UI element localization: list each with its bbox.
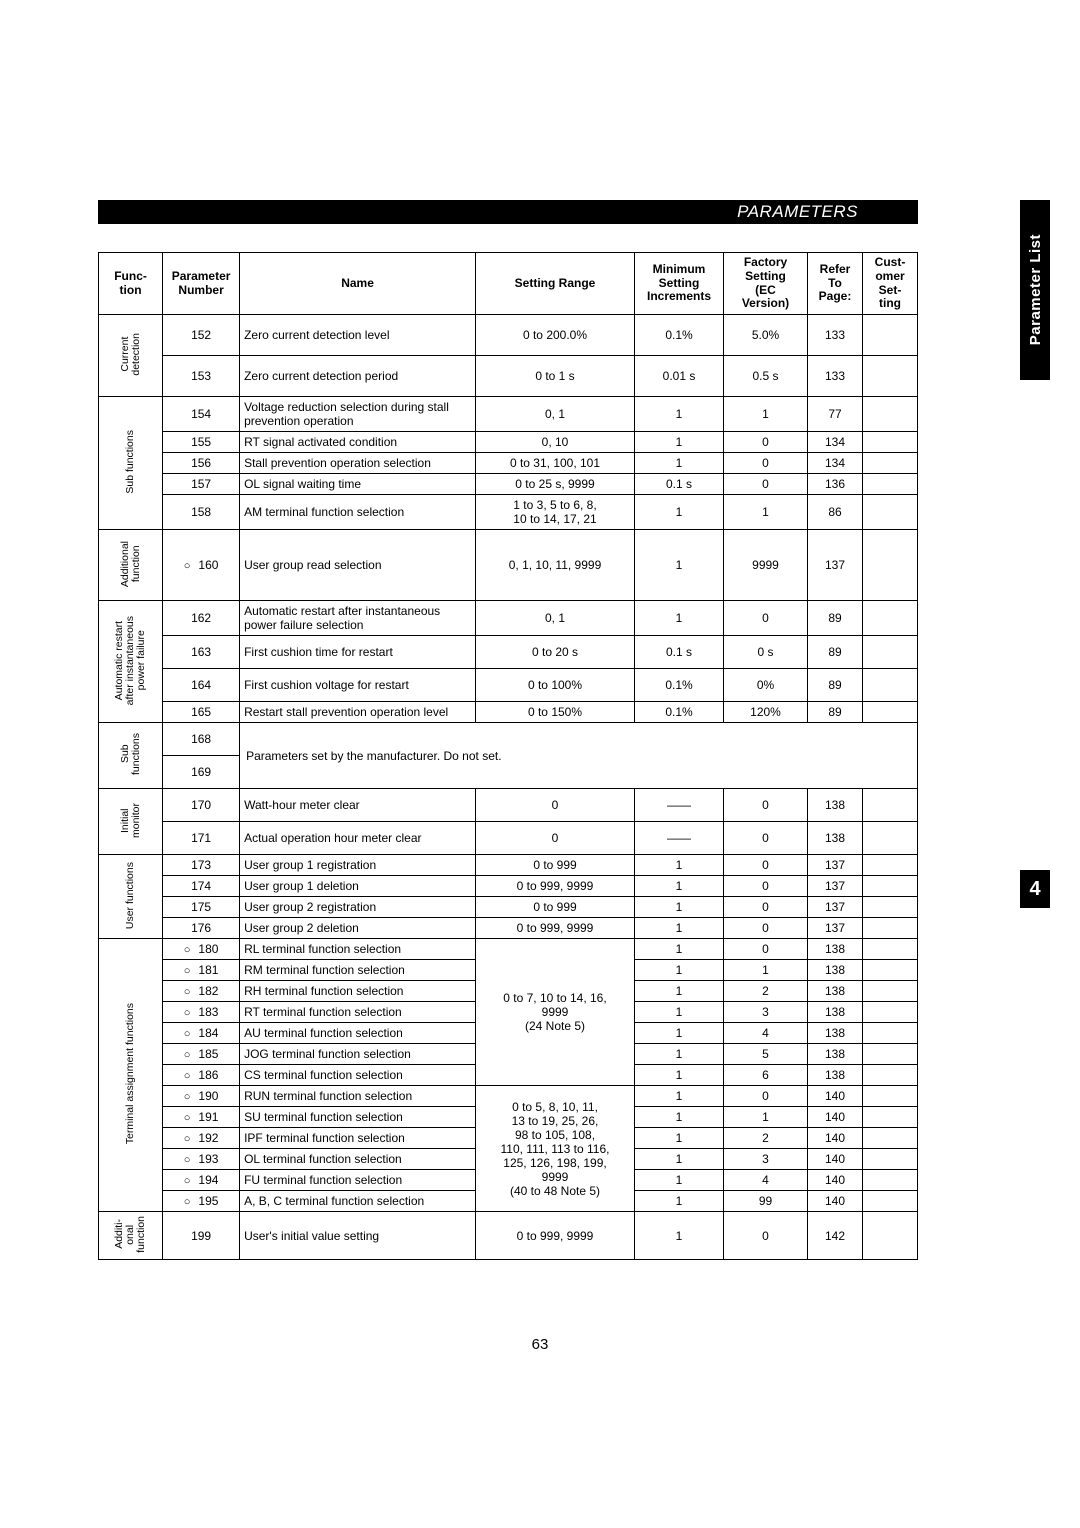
col-refer-page: Refer To Page: (808, 253, 863, 315)
table-row: Automatic restart after instantaneous po… (99, 601, 918, 636)
table-row: 153 Zero current detection period 0 to 1… (99, 356, 918, 397)
col-setting-range: Setting Range (476, 253, 635, 315)
table-row: 164First cushion voltage for restart0 to… (99, 669, 918, 702)
table-row: 155RT signal activated condition0, 10101… (99, 432, 918, 453)
page-number: 63 (0, 1336, 1080, 1353)
table-row: Sub functions 168 Parameters set by the … (99, 723, 918, 756)
table-row: User functions 173User group 1 registrat… (99, 855, 918, 876)
table-row: Additi- onal function 199User's initial … (99, 1212, 918, 1260)
table-row: 165Restart stall prevention operation le… (99, 702, 918, 723)
table-row: 176User group 2 deletion0 to 999, 999910… (99, 918, 918, 939)
table-row: Additional function ○160 User group read… (99, 530, 918, 601)
col-function: Func- tion (99, 253, 163, 315)
col-name: Name (240, 253, 476, 315)
table-row: 158AM terminal function selection1 to 3,… (99, 495, 918, 530)
section-number-badge: 4 (1020, 870, 1050, 908)
table-row: 157OL signal waiting time0 to 25 s, 9999… (99, 474, 918, 495)
header-bar: PARAMETERS (98, 200, 918, 224)
table-row: 163First cushion time for restart0 to 20… (99, 636, 918, 669)
col-min-increments: Minimum Setting Increments (635, 253, 724, 315)
table-row: 175User group 2 registration0 to 9991013… (99, 897, 918, 918)
table-row: 156Stall prevention operation selection0… (99, 453, 918, 474)
parameter-table: Func- tion Parameter Number Name Setting… (98, 252, 918, 1260)
table-row: 174User group 1 deletion0 to 999, 999910… (99, 876, 918, 897)
table-row: Sub functions 154 Voltage reduction sele… (99, 397, 918, 432)
table-row: 171Actual operation hour meter clear0——0… (99, 822, 918, 855)
table-row: ○190RUN terminal function selection 0 to… (99, 1086, 918, 1107)
side-tab-parameter-list: Parameter List (1020, 200, 1050, 380)
table-row: Terminal assignment functions ○180RL ter… (99, 939, 918, 960)
table-row: Current detection 152 Zero current detec… (99, 315, 918, 356)
col-customer-setting: Cust- omer Set- ting (863, 253, 918, 315)
col-factory-setting: Factory Setting (EC Version) (724, 253, 808, 315)
table-row: Initial monitor 170Watt-hour meter clear… (99, 789, 918, 822)
col-param-number: Parameter Number (163, 253, 240, 315)
